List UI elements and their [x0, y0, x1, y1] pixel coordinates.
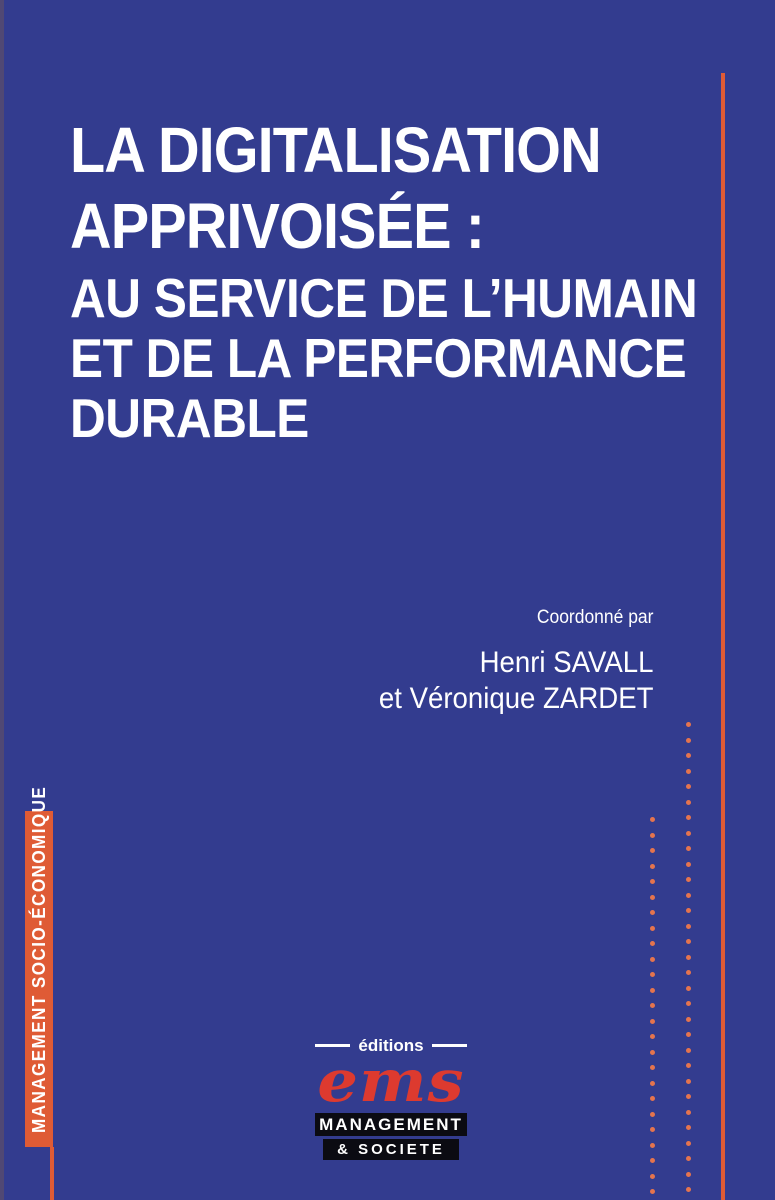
title-line: LA DIGITALISATION	[70, 114, 602, 186]
decor-dot	[686, 923, 691, 929]
decor-dot	[686, 768, 691, 774]
decor-dot	[686, 1140, 691, 1146]
decor-dot	[686, 1125, 691, 1130]
credits-block: Coordonné par Henri SAVALL et Véronique …	[378, 606, 653, 717]
decor-dot	[686, 1032, 691, 1037]
decor-dot	[650, 894, 655, 900]
decor-dot	[686, 830, 691, 836]
decor-dot	[686, 1063, 691, 1068]
decor-dot	[686, 846, 691, 851]
decor-dot	[686, 799, 691, 805]
decor-dot	[650, 956, 655, 962]
decor-dot	[650, 1111, 655, 1117]
authors: Henri SAVALL et Véronique ZARDET	[378, 645, 653, 717]
decor-dot	[686, 892, 691, 898]
decor-dot	[650, 1142, 655, 1148]
decor-dot	[650, 925, 655, 931]
decor-dot	[686, 954, 691, 960]
collection-bar: MANAGEMENT SOCIO-ÉCONOMIQUE	[25, 786, 53, 1147]
decor-dot	[686, 784, 691, 789]
editions-label: éditions	[358, 1036, 424, 1055]
title-line: DURABLE	[70, 387, 309, 449]
editions-rule-left	[315, 1044, 351, 1047]
decor-dot	[650, 941, 655, 946]
decor-dot	[686, 939, 691, 944]
decor-dot	[686, 1001, 691, 1006]
author-name: Henri SAVALL	[479, 646, 653, 679]
decor-dot	[686, 1047, 691, 1053]
decor-dot	[686, 861, 691, 867]
left-edge-shadow	[0, 0, 4, 1200]
dot-column-1	[686, 722, 691, 1192]
decor-dot	[650, 1018, 655, 1024]
decor-dot	[650, 1003, 655, 1008]
decor-dot	[686, 1094, 691, 1099]
decor-dot	[650, 879, 655, 884]
decor-dot	[650, 987, 655, 993]
decor-dot	[686, 1171, 691, 1177]
decor-dot	[686, 877, 691, 882]
book-title-secondary: AU SERVICE DE L’HUMAIN ET DE LA PERFORMA…	[70, 267, 698, 449]
decor-dot	[650, 1173, 655, 1179]
right-vertical-rule	[721, 73, 725, 1200]
collection-bar-rule	[50, 1147, 54, 1200]
decor-dot	[686, 753, 691, 758]
decor-dot	[650, 1127, 655, 1132]
publisher-banner-societe: & SOCIETE	[323, 1139, 459, 1160]
byline: Coordonné par	[536, 607, 653, 628]
decor-dot	[650, 1158, 655, 1163]
decor-dot	[686, 722, 691, 727]
ems-logo-text: ems	[317, 1047, 465, 1115]
author-name: et Véronique ZARDET	[378, 682, 653, 715]
publisher-banner-management: MANAGEMENT	[315, 1113, 467, 1136]
decor-dot	[650, 1034, 655, 1039]
editions-row: éditions	[315, 1036, 468, 1055]
editions-rule-right	[431, 1044, 468, 1047]
title-line: AU SERVICE DE L’HUMAIN	[70, 267, 698, 329]
decor-dot	[686, 1078, 691, 1084]
publisher-logo: éditions ems MANAGEMENT & SOCIETE	[315, 1036, 468, 1160]
title-line: ET DE LA PERFORMANCE	[70, 327, 687, 389]
decor-dot	[650, 1096, 655, 1101]
decor-dot	[650, 832, 655, 838]
decor-dot	[650, 1189, 655, 1194]
decor-dot	[686, 1156, 691, 1161]
title-line: APPRIVOISÉE :	[70, 190, 485, 262]
decor-dot	[650, 848, 655, 853]
decor-dot	[686, 908, 691, 913]
decor-dot	[686, 985, 691, 991]
dot-column-0	[650, 817, 655, 1194]
decor-dot	[650, 972, 655, 977]
decor-dot	[686, 815, 691, 820]
decor-dot	[650, 1080, 655, 1086]
decor-dot	[650, 863, 655, 869]
decor-dot	[686, 1016, 691, 1022]
decor-dot	[650, 1049, 655, 1055]
decor-dot	[686, 1187, 691, 1192]
decor-dot	[650, 817, 655, 822]
decor-dot	[650, 1065, 655, 1070]
decor-dot	[686, 970, 691, 975]
collection-label: MANAGEMENT SOCIO-ÉCONOMIQUE	[29, 785, 49, 1133]
decor-dot	[686, 737, 691, 743]
book-title-primary: LA DIGITALISATION APPRIVOISÉE :	[70, 112, 602, 264]
decor-dot	[650, 910, 655, 915]
decor-dot	[686, 1109, 691, 1115]
